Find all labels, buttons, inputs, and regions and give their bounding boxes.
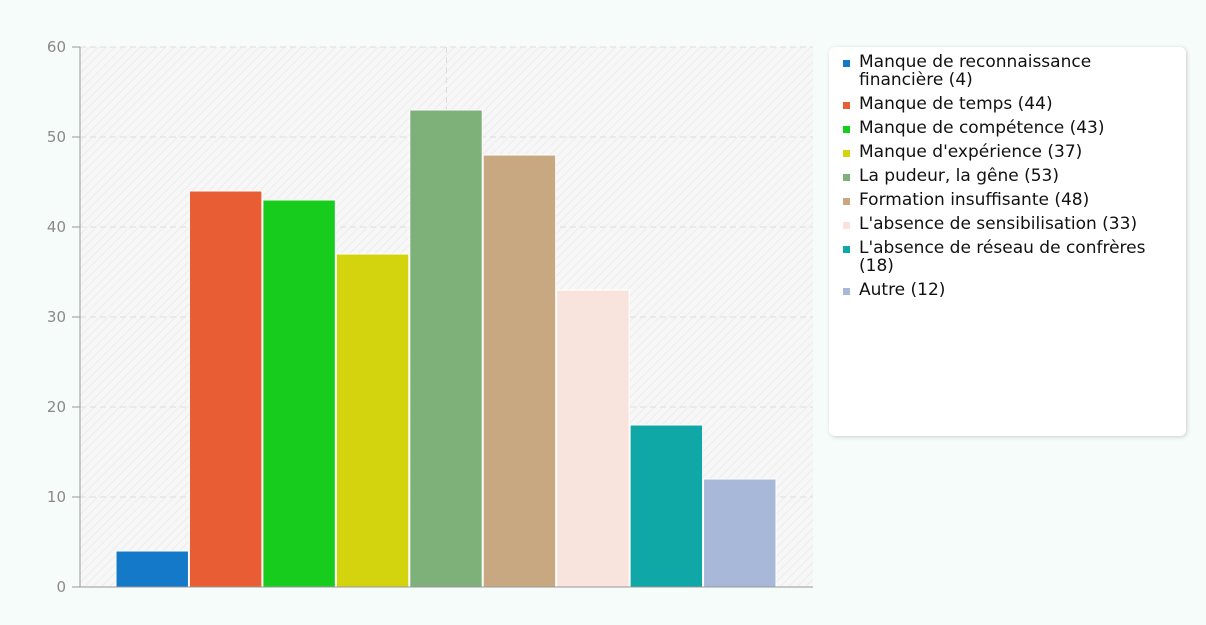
- legend-swatch: [843, 126, 850, 133]
- legend-item[interactable]: L'absence de réseau de confrères (18): [843, 239, 1178, 275]
- legend-swatch: [843, 60, 850, 67]
- legend-label: Manque de temps (44): [859, 94, 1053, 114]
- bar-6[interactable]: [482, 154, 557, 588]
- legend-item[interactable]: Manque de reconnaissance financière (4): [843, 53, 1178, 89]
- bar-2[interactable]: [188, 190, 263, 588]
- legend-label: L'absence de sensibilisation (33): [859, 214, 1138, 234]
- y-tick-label: 10: [47, 488, 66, 506]
- legend-label: L'absence de réseau de confrères (18): [859, 238, 1146, 276]
- legend-item[interactable]: Autre (12): [843, 281, 1178, 299]
- legend-item[interactable]: Manque de temps (44): [843, 95, 1178, 113]
- legend-swatch: [843, 222, 850, 229]
- legend-swatch: [843, 102, 850, 109]
- legend-label: Formation insuffisante (48): [859, 190, 1090, 210]
- bar-8[interactable]: [629, 424, 704, 588]
- bar-5[interactable]: [409, 109, 483, 588]
- bar-4[interactable]: [335, 253, 410, 588]
- y-tick-label: 20: [47, 398, 66, 416]
- legend: Manque de reconnaissance financière (4) M…: [829, 47, 1186, 436]
- legend-item[interactable]: Manque de compétence (43): [843, 119, 1178, 137]
- legend-label: Manque de compétence (43): [859, 118, 1105, 138]
- legend-swatch: [843, 246, 850, 253]
- bar-9[interactable]: [703, 478, 777, 588]
- bars: [115, 109, 777, 588]
- legend-item[interactable]: L'absence de sensibilisation (33): [843, 215, 1178, 233]
- y-tick-label: 30: [47, 308, 66, 326]
- legend-swatch: [843, 198, 850, 205]
- bar-7[interactable]: [556, 289, 630, 588]
- bar-3[interactable]: [262, 199, 336, 588]
- legend-label: Autre (12): [859, 280, 946, 300]
- legend-item[interactable]: La pudeur, la gêne (53): [843, 167, 1178, 185]
- y-tick-label: 0: [56, 578, 66, 596]
- bar-1[interactable]: [115, 550, 189, 588]
- y-tick-label: 50: [47, 128, 66, 146]
- legend-label: Manque d'expérience (37): [859, 142, 1083, 162]
- legend-label: Manque de reconnaissance financière (4): [859, 52, 1092, 90]
- legend-item[interactable]: Formation insuffisante (48): [843, 191, 1178, 209]
- axes: 0 10 20 30 40 50 60: [47, 38, 813, 596]
- legend-swatch: [843, 174, 850, 181]
- legend-swatch: [843, 150, 850, 157]
- y-tick-label: 60: [47, 38, 66, 56]
- legend-label: La pudeur, la gêne (53): [859, 166, 1060, 186]
- legend-item[interactable]: Manque d'expérience (37): [843, 143, 1178, 161]
- y-tick-label: 40: [47, 218, 66, 236]
- legend-swatch: [843, 288, 850, 295]
